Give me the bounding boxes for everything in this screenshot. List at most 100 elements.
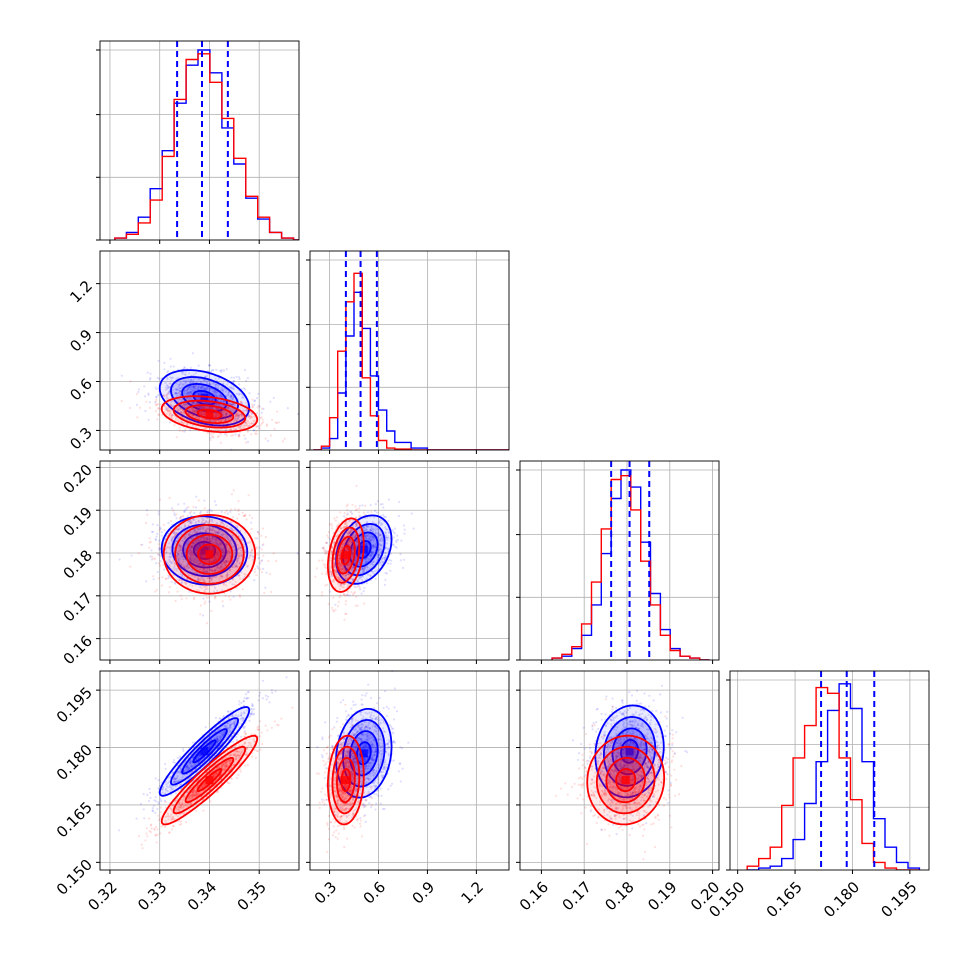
scatter-point-red [261,418,264,421]
scatter-point-red [172,509,175,512]
scatter-point-red [157,543,160,546]
scatter-point-red [354,604,357,607]
scatter-point-red [198,406,201,409]
scatter-point-red [159,498,162,501]
scatter-point-red [166,409,169,412]
scatter-point-blue [246,440,250,443]
scatter-point-red [206,419,210,422]
scatter-point-red [322,563,325,566]
scatter-point-red [237,513,241,516]
scatter-point-red [175,436,178,439]
scatter-point-red [212,432,215,435]
scatter-point-red [235,412,238,415]
scatter-point-red [314,575,317,578]
scatter-point-red [275,560,278,563]
scatter-point-red [255,430,258,433]
scatter-point-red [239,595,242,598]
scatter-point-red [214,419,217,422]
scatter-point-red [332,610,336,613]
scatter-point-red [164,577,167,581]
scatter-point-red [193,386,197,389]
scatter-point-blue [173,512,176,515]
scatter-point-red [219,394,222,397]
scatter-point-red [191,407,194,410]
scatter-point-red [354,516,358,519]
scatter-point-red [201,418,204,421]
scatter-point-red [200,413,203,416]
scatter-point-red [200,411,203,414]
scatter-point-red [185,405,188,408]
scatter-point-blue [163,361,166,364]
scatter-point-blue [262,567,265,571]
scatter-point-red [232,403,235,406]
scatter-point-red [210,427,213,430]
scatter-point-red [236,517,239,520]
scatter-point-blue [229,590,232,593]
scatter-point-blue [147,418,150,421]
scatter-point-blue [387,498,390,501]
scatter-point-red [337,522,341,525]
scatter-point-blue [208,600,211,603]
scatter-point-red [234,414,237,417]
scatter-point-red [260,416,263,419]
scatter-point-red [195,409,198,412]
scatter-point-blue [163,568,166,571]
scatter-point-red [225,406,228,410]
scatter-point-red [206,431,209,434]
scatter-point-red [159,403,162,406]
scatter-point-red [243,426,246,430]
scatter-point-red [192,409,195,413]
scatter-point-blue [147,393,150,396]
scatter-point-blue [229,510,232,513]
scatter-point-red [204,600,207,603]
scatter-point-red [217,419,220,422]
scatter-point-blue [150,549,153,552]
scatter-point-red [203,406,206,409]
scatter-point-red [354,509,357,512]
scatter-point-blue [248,392,251,395]
scatter-point-blue [155,396,158,399]
scatter-point-red [233,420,236,423]
scatter-point-red [324,566,328,570]
scatter-point-red [171,414,174,417]
scatter-point-red [192,409,195,412]
scatter-point-red [195,426,198,429]
scatter-point-red [224,413,227,416]
scatter-point-blue [163,368,166,371]
scatter-point-red [269,573,272,576]
scatter-point-red [163,528,166,532]
scatter-point-red [327,536,330,539]
scatter-point-red [148,406,152,409]
scatter-point-red [254,537,257,540]
scatter-point-red [159,564,162,567]
scatter-point-red [192,505,195,508]
scatter-point-red [178,420,181,424]
scatter-point-red [176,398,179,401]
scatter-point-blue [253,579,256,582]
scatter-point-red [326,534,329,537]
scatter-point-red [238,431,241,434]
scatter-point-red [240,400,243,404]
scatter-point-red [238,414,241,417]
scatter-point-red [275,421,278,425]
scatter-point-blue [159,526,162,529]
scatter-point-red [344,600,348,603]
scatter-point-red [260,534,263,537]
scatter-point-blue [215,368,218,371]
scatter-point-red [204,418,207,421]
scatter-point-blue [213,500,216,503]
scatter-point-red [194,410,197,413]
scatter-point-red [148,541,151,544]
scatter-point-red [184,428,187,431]
scatter-point-red [255,425,258,428]
scatter-point-blue [149,372,152,375]
scatter-point-blue [222,605,225,608]
scatter-point-red [345,612,348,615]
scatter-point-red [180,597,183,601]
scatter-point-blue [175,517,178,520]
scatter-point-red [191,408,194,411]
scatter-point-red [259,417,262,420]
scatter-point-red [262,554,265,557]
scatter-point-red [202,427,205,430]
panel-bg [520,461,719,660]
